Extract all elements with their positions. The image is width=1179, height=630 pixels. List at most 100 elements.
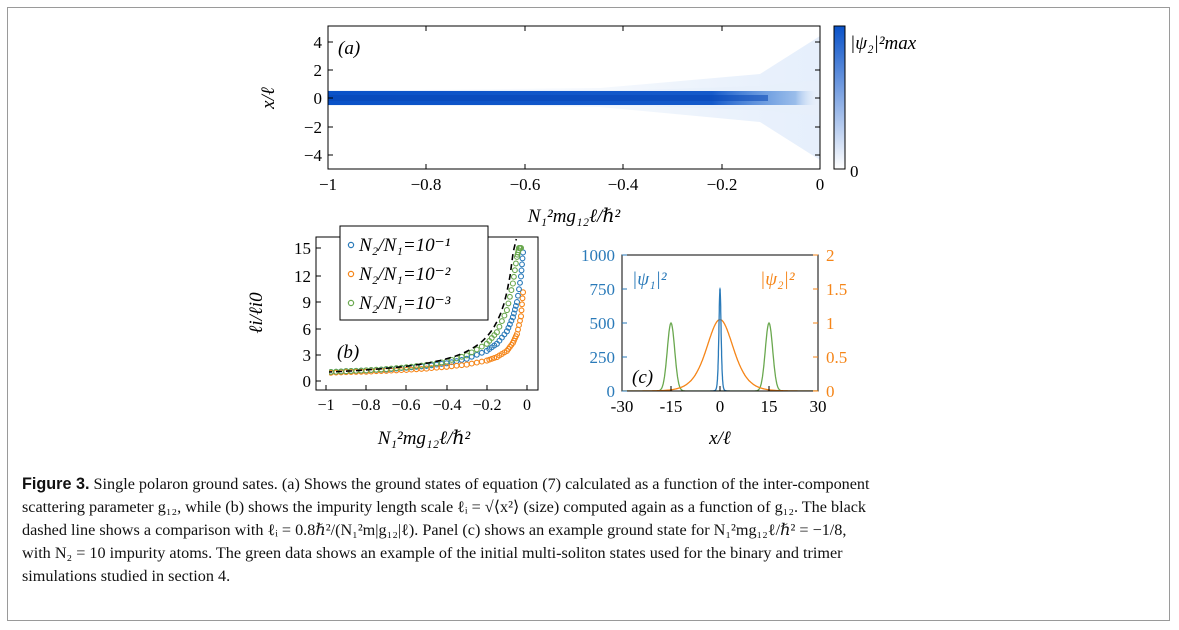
- c-right-ytick-label: 0: [826, 382, 835, 401]
- caption-line-2: scattering parameter g₁₂, while (b) show…: [22, 498, 867, 516]
- b-data-point: [519, 301, 525, 308]
- b-data-point: [498, 318, 505, 325]
- legend-entry-1: N₂/N₁=10⁻¹: [358, 235, 451, 256]
- legend-marker-blue: [347, 241, 355, 249]
- c-left-ytick-label: 1000: [581, 246, 615, 265]
- panel-a-yticks: [328, 41, 820, 156]
- a-xtick-label: 0: [816, 175, 825, 194]
- b-data-point: [438, 359, 445, 366]
- c-left-ytick-label: 500: [590, 314, 616, 333]
- panel-b-legend: N₂/N₁=10⁻¹ N₂/N₁=10⁻² N₂/N₁=10⁻³: [339, 225, 489, 321]
- b-data-point: [512, 333, 519, 340]
- caption-line-1: Figure 3. Single polaron ground sates. (…: [22, 473, 1162, 496]
- b-data-point: [473, 359, 480, 366]
- b-data-point: [496, 323, 503, 330]
- b-data-point: [448, 356, 455, 363]
- b-data-point: [491, 342, 498, 349]
- c-right-ytick-label: 1.5: [826, 280, 847, 299]
- a-xtick-label: −0.8: [411, 175, 442, 194]
- b-ytick-label: 12: [294, 267, 311, 286]
- panel-a-xlabel: N₁²mg₁₂ℓ/ℏ²: [527, 206, 621, 227]
- a-ytick-label: 2: [314, 61, 323, 80]
- legend-marker-green: [347, 299, 355, 307]
- c-xtick-label: -15: [660, 397, 683, 416]
- b-data-point: [509, 314, 516, 321]
- a-xtick-label: −0.6: [510, 175, 541, 194]
- b-xtick-label: −0.2: [472, 397, 501, 414]
- b-data-point: [501, 349, 508, 356]
- b-data-point: [517, 317, 523, 324]
- b-data-point: [508, 317, 515, 324]
- b-data-point: [519, 261, 525, 268]
- c-right-ytick-label: 0.5: [826, 348, 847, 367]
- b-data-point: [510, 310, 517, 317]
- panel-a: −1 −0.8 −0.6 −0.4 −0.2 0 4 2 0 −2 −4 (a)…: [258, 25, 917, 227]
- c-xtick-label: 30: [810, 397, 827, 416]
- caption-text-1: Single polaron ground sates. (a) Shows t…: [89, 475, 870, 493]
- b-data-point: [438, 364, 445, 371]
- b-data-point: [503, 307, 510, 314]
- caption-label: Figure 3.: [22, 475, 90, 493]
- c-xtick-label: -30: [611, 397, 634, 416]
- b-data-point: [473, 346, 480, 353]
- b-data-point: [513, 299, 521, 306]
- b-data-point: [519, 289, 527, 296]
- c-left-ytick-label: 250: [590, 348, 616, 367]
- caption-line-4: with N₂ = 10 impurity atoms. The green d…: [22, 544, 843, 562]
- b-ytick-label: 6: [303, 320, 312, 339]
- b-ytick-label: 15: [294, 239, 311, 258]
- b-data-point: [510, 273, 517, 280]
- panel-c-xticks: [621, 386, 819, 391]
- panel-a-ylabel: x/ℓ: [258, 87, 279, 110]
- panel-c-label: (c): [632, 367, 653, 388]
- b-data-point: [491, 332, 498, 339]
- b-data-point: [501, 331, 508, 338]
- b-data-point: [518, 307, 525, 314]
- b-data-point: [458, 353, 465, 360]
- panel-b-ticks: [316, 247, 528, 390]
- panel-b-xlabel: N₁²mg₁₂ℓ/ℏ²: [377, 428, 471, 449]
- b-data-point: [505, 300, 512, 307]
- b-ytick-label: 3: [303, 346, 312, 365]
- a-ytick-label: 4: [314, 33, 323, 52]
- panel-c: -30 -15 0 15 30 0 250 500 750 1000 0 0.5…: [581, 246, 847, 449]
- figure-caption: Figure 3. Single polaron ground sates. (…: [22, 473, 1162, 588]
- b-data-point: [329, 371, 330, 373]
- a-ytick-label: −2: [304, 118, 322, 137]
- b-data-point: [506, 293, 513, 300]
- heatmap-field: [328, 36, 820, 160]
- b-data-point: [508, 287, 515, 294]
- a-ytick-label: 0: [314, 89, 323, 108]
- panel-b-ylabel: ℓi/ℓi0: [246, 292, 267, 334]
- panel-b-label: (b): [337, 342, 359, 363]
- panel-c-right-ticks: [813, 254, 818, 392]
- b-data-point: [515, 292, 521, 299]
- a-xtick-label: −1: [319, 175, 337, 194]
- b-xtick-label: −0.8: [351, 397, 380, 414]
- b-data-point: [509, 280, 516, 287]
- c-psi1-curve: [710, 286, 730, 391]
- b-xtick-label: −0.4: [432, 397, 461, 414]
- c-right-ytick-label: 2: [826, 246, 835, 265]
- b-ytick-label: 9: [303, 293, 312, 312]
- c-right-ytick-label: 1: [826, 314, 835, 333]
- b-data-point: [512, 260, 519, 267]
- c-xtick-label: 0: [716, 397, 725, 416]
- b-data-point: [478, 343, 485, 350]
- b-data-point: [516, 286, 522, 293]
- b-xtick-label: −1: [317, 397, 334, 414]
- b-data-point: [398, 367, 405, 374]
- figure-frame: [7, 7, 1170, 621]
- legend-marker-orange: [347, 270, 355, 278]
- b-data-point: [508, 341, 515, 348]
- panel-a-label: (a): [338, 38, 360, 59]
- c-series-label-psi2: |ψ₂|²: [760, 269, 795, 290]
- b-data-point: [506, 321, 513, 328]
- b-data-point: [512, 302, 519, 309]
- b-data-point: [511, 267, 518, 274]
- panel-c-xlabel: x/ℓ: [708, 428, 731, 449]
- b-data-point: [463, 361, 470, 368]
- b-data-point: [418, 365, 425, 372]
- legend-entry-2: N₂/N₁=10⁻²: [358, 264, 451, 285]
- b-xtick-label: 0: [523, 397, 531, 414]
